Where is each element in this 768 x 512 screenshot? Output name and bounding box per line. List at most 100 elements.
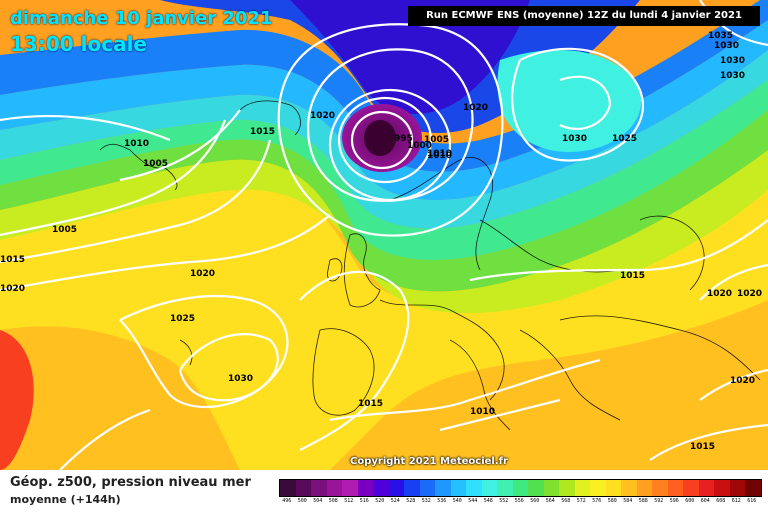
legend-subtitle: moyenne (+144h) xyxy=(10,493,121,506)
z500-band-540 xyxy=(0,20,768,200)
isobar-1025-s xyxy=(59,408,151,470)
isobar-1030-w xyxy=(178,333,279,402)
isobar-1010-nw xyxy=(119,109,241,182)
z500-band-516 xyxy=(290,0,530,114)
isobar-label: 1015 xyxy=(358,399,383,409)
forecast-time: 13:00 locale xyxy=(10,32,147,56)
scale-value: 600 xyxy=(685,498,695,504)
scale-value: 580 xyxy=(607,498,617,504)
scale-value: 540 xyxy=(452,498,462,504)
z500-patch-sw xyxy=(0,330,34,470)
scale-value: 616 xyxy=(747,498,757,504)
color-scale-labels: 496 500 504 508 512 516 520 524 528 532 536 540 544 5… xyxy=(279,498,760,504)
scale-value: 576 xyxy=(592,498,602,504)
isobar-label: 1030 xyxy=(720,56,745,66)
scale-value: 592 xyxy=(654,498,664,504)
z500-band-548 xyxy=(0,50,768,229)
scale-value: 584 xyxy=(623,498,633,504)
scale-swatch xyxy=(652,480,668,496)
scale-swatch xyxy=(683,480,699,496)
scale-value: 572 xyxy=(576,498,586,504)
isobar-label: 1030 xyxy=(720,71,745,81)
isobar-1020-se xyxy=(699,368,768,401)
scale-value: 504 xyxy=(313,498,323,504)
isobar-label: 1030 xyxy=(228,374,253,384)
isobar-label: 1010 xyxy=(470,407,495,417)
scale-value: 524 xyxy=(390,498,400,504)
scale-value: 512 xyxy=(344,498,354,504)
isobar-1025-ne xyxy=(511,47,644,162)
scale-value: 508 xyxy=(328,498,338,504)
isobar-label: 995 xyxy=(394,134,413,144)
scale-value: 544 xyxy=(468,498,478,504)
scale-swatch xyxy=(543,480,559,496)
low-core xyxy=(364,120,396,156)
geopotential-map: 1035 1030 1030 1030 1020 1020 1015 1010 … xyxy=(0,0,768,470)
scale-value: 516 xyxy=(359,498,369,504)
scale-swatch xyxy=(667,480,683,496)
isobar-label: 1000 xyxy=(407,141,432,151)
isobar-label: 1020 xyxy=(730,376,755,386)
scale-swatch xyxy=(559,480,575,496)
z500-band-572 xyxy=(0,150,768,314)
forecast-date: dimanche 10 janvier 2021 xyxy=(10,8,273,29)
isobar-1010-s xyxy=(439,398,561,432)
isobar-1005-nw xyxy=(0,114,171,142)
isobar-label: 1015 xyxy=(690,442,715,452)
scale-swatch xyxy=(326,480,342,496)
isobar-labels: 1035 1030 1030 1030 1020 1020 1015 1010 … xyxy=(0,31,762,452)
scale-swatch xyxy=(342,480,358,496)
scale-swatch xyxy=(357,480,373,496)
isobar-1030-ne xyxy=(559,75,612,130)
isobar-1015-se xyxy=(649,423,768,461)
z500-band-580 xyxy=(0,170,768,470)
scale-swatch xyxy=(605,480,621,496)
isobar-label: 1020 xyxy=(190,269,215,279)
scale-swatch xyxy=(698,480,714,496)
scale-swatch xyxy=(745,480,761,496)
isobar-1015-s xyxy=(329,358,601,422)
isobar-1020-a xyxy=(277,23,504,237)
scale-value: 552 xyxy=(499,498,509,504)
isobar-label: 1035 xyxy=(708,31,733,41)
isobar-label: 1025 xyxy=(170,314,195,324)
scale-value: 608 xyxy=(716,498,726,504)
scale-value: 556 xyxy=(514,498,524,504)
scale-value: 520 xyxy=(375,498,385,504)
scale-swatch xyxy=(419,480,435,496)
isobar-1020-e xyxy=(699,263,768,301)
scale-value: 532 xyxy=(421,498,431,504)
isobar-1005-w xyxy=(0,119,227,237)
z500-band-564 xyxy=(0,110,768,292)
scale-value: 548 xyxy=(483,498,493,504)
isobars xyxy=(0,0,768,470)
scale-swatch xyxy=(714,480,730,496)
isobar-1005 xyxy=(337,96,433,184)
isobar-label: 1005 xyxy=(424,135,449,145)
isobar-label: 1015 xyxy=(620,271,645,281)
isobar-label: 1030 xyxy=(714,41,739,51)
scale-swatch xyxy=(466,480,482,496)
scale-value: 564 xyxy=(545,498,555,504)
isobar-label: 1015 xyxy=(0,255,25,265)
scale-value: 596 xyxy=(669,498,679,504)
isobar-1015-e xyxy=(469,219,768,282)
scale-swatch xyxy=(636,480,652,496)
scale-swatch xyxy=(574,480,590,496)
run-info-banner: Run ECMWF ENS (moyenne) 12Z du lundi 4 j… xyxy=(408,6,760,26)
scale-value: 560 xyxy=(530,498,540,504)
isobar-1015-a xyxy=(307,48,474,202)
scale-swatch xyxy=(450,480,466,496)
color-scale xyxy=(279,479,762,497)
scale-value: 528 xyxy=(406,498,416,504)
isobar-1015-w xyxy=(0,139,272,264)
isobar-label: 1030 xyxy=(562,134,587,144)
z500-patch-ne xyxy=(497,50,642,152)
scale-swatch xyxy=(621,480,637,496)
isobar-label: 1020 xyxy=(737,289,762,299)
isobar-1000 xyxy=(350,110,414,170)
scale-swatch xyxy=(388,480,404,496)
legend-title: Géop. z500, pression niveau mer xyxy=(10,475,251,490)
isobar-label: 1020 xyxy=(707,289,732,299)
scale-swatch xyxy=(729,480,745,496)
